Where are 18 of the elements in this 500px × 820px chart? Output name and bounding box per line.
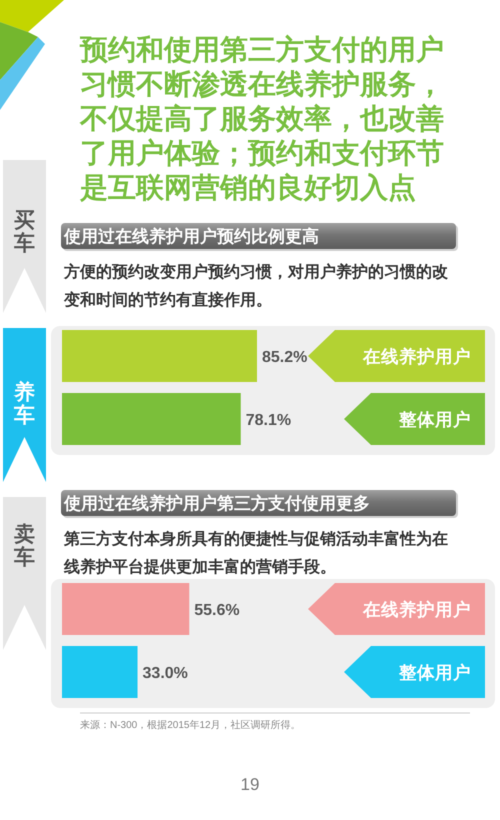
text: 买车 [13,209,35,255]
data-label: 85.2% [262,349,308,366]
data-label: 55.6% [194,602,240,619]
y-tick-label: 整体用户 [398,410,471,430]
text: 19 [240,775,260,794]
y-tick-label: 在线养护用户 [362,600,471,620]
data-label: 33.0% [142,665,188,682]
text: 卖车 [13,523,35,569]
chart-subtitle: 方便的预约改变用户预约习惯，对用户养护的习惯的改变和时间的节约有直接作用。 [63,262,448,309]
y-tick-label: 整体用户 [398,662,471,682]
chart-title: 使用过在线养护用户第三方支付使用更多 [63,494,370,513]
chart-title: 使用过在线养护用户预约比例更高 [63,227,319,246]
data-label: 78.1% [246,412,292,429]
text: 预约和使用第三方支付的用户习惯不断渗透在线养护服务，不仅提高了服务效率，也改善了用户体验；预约和支付环节是互联网营销的良好切入点 [79,34,444,203]
source-note: 来源：N-300，根据2015年12月，社区调研所得。 [80,719,301,731]
y-tick-label: 在线养护用户 [362,346,471,366]
text: 第三方支付本身所具有的便捷性与促销活动丰富性为在线养护平台提供更加丰富的营销手段。 [63,529,448,576]
text: 养车 [13,380,35,427]
